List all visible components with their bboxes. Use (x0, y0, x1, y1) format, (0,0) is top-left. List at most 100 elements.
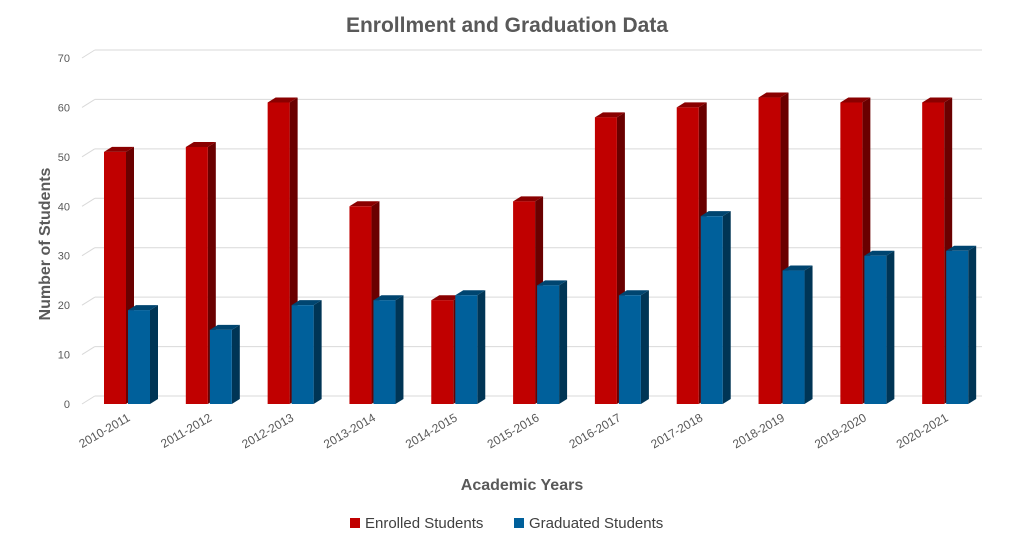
bar-front (209, 329, 232, 404)
gridline-diagonal (81, 148, 96, 158)
bar-front (513, 201, 536, 404)
bar-top (128, 305, 158, 311)
y-tick-label: 20 (58, 300, 70, 312)
x-tick-label: 2017-2018 (648, 410, 705, 451)
bar-front (267, 102, 290, 404)
bar-graduated-2019-2020 (864, 250, 895, 404)
bar-front (291, 305, 314, 404)
bar-graduated-2017-2018 (700, 211, 731, 404)
gridline-diagonal (81, 197, 96, 207)
y-tick-label: 70 (58, 53, 70, 65)
bar-graduated-2014-2015 (455, 290, 486, 404)
bar-top (373, 295, 404, 301)
x-axis-title: Academic Years (461, 477, 584, 494)
bar-graduated-2020-2021 (946, 245, 977, 404)
bar-front (104, 151, 126, 404)
bar-top (431, 295, 462, 301)
bar-front (431, 300, 454, 404)
y-tick-label: 40 (58, 201, 70, 213)
gridline-diagonal (81, 99, 96, 108)
y-tick-label: 30 (58, 251, 70, 263)
bar-front (758, 97, 781, 405)
x-tick-label: 2013-2014 (321, 410, 378, 451)
bar-front (349, 206, 372, 404)
bar-front (373, 300, 396, 404)
bar-front (676, 107, 699, 404)
bar-side (395, 295, 404, 404)
bar-front (922, 102, 945, 404)
bar-top (864, 250, 895, 256)
bar-side (150, 305, 158, 404)
bar-top (922, 97, 953, 103)
bar-top (618, 290, 649, 296)
bar-graduated-2013-2014 (373, 295, 404, 404)
bar-front (700, 216, 723, 404)
bar-side (640, 290, 649, 404)
bar-graduated-2012-2013 (291, 300, 322, 404)
bar-top (840, 97, 871, 103)
gridline-diagonal (81, 395, 96, 405)
gridline-diagonal (81, 296, 96, 306)
bar-top (676, 102, 707, 108)
bar-side (722, 211, 731, 404)
chart-title: Enrollment and Graduation Data (346, 14, 668, 37)
bar-top (782, 265, 813, 271)
x-tick-label: 2011-2012 (158, 410, 214, 451)
bar-side (231, 324, 240, 404)
legend-swatch (350, 518, 360, 528)
legend-swatch (514, 518, 524, 528)
x-tick-label: 2020-2021 (894, 410, 951, 451)
bar-top (513, 196, 544, 202)
x-tick-label: 2016-2017 (567, 410, 624, 451)
legend: Enrolled Students Graduated Students (350, 515, 663, 532)
bar-front (455, 295, 478, 404)
x-tick-label: 2018-2019 (730, 410, 787, 451)
bar-graduated-2018-2019 (782, 265, 813, 404)
bar-front (594, 117, 617, 405)
legend-label: Enrolled Students (365, 515, 483, 532)
bar-top (946, 245, 977, 251)
bar-graduated-2011-2012 (209, 324, 240, 404)
y-axis-title: Number of Students (37, 167, 54, 320)
bar-side (804, 265, 813, 404)
x-tick-label: 2012-2013 (239, 410, 296, 451)
x-tick-label: 2019-2020 (812, 410, 869, 451)
bar-top (455, 290, 486, 296)
gridline-diagonal (81, 346, 96, 355)
bar-front (840, 102, 863, 404)
y-tick-label: 60 (58, 102, 70, 114)
x-tick-label: 2015-2016 (485, 410, 542, 451)
bar-side (559, 280, 568, 404)
bar-side (477, 290, 486, 404)
bar-front (618, 295, 641, 404)
bar-graduated-2015-2016 (537, 280, 568, 404)
bar-top (209, 324, 240, 330)
bar-top (349, 201, 380, 207)
bar-graduated-2010-2011 (128, 305, 158, 404)
bar-top (758, 92, 789, 98)
bar-front (864, 255, 887, 404)
x-tick-label: 2010-2011 (76, 410, 132, 451)
gridline-diagonal (81, 49, 96, 59)
bar-top (594, 112, 625, 118)
gridline-diagonal (81, 247, 96, 257)
y-tick-label: 0 (64, 399, 70, 411)
x-tick-label: 2014-2015 (403, 410, 460, 451)
bar-front (537, 285, 560, 404)
bar-front (185, 146, 208, 404)
bar-top (291, 300, 322, 306)
bar-top (185, 141, 216, 147)
bar-side (313, 300, 322, 404)
bar-top (267, 97, 298, 103)
y-tick-label: 50 (58, 152, 70, 164)
bar-top (537, 280, 568, 286)
y-tick-label: 10 (58, 350, 70, 362)
bars (104, 92, 977, 405)
x-axis-ticks: 2010-2011 2011-2012 2012-2013 2013-2014 2014… (76, 410, 950, 451)
bar-front (946, 250, 969, 404)
bar-graduated-2016-2017 (618, 290, 649, 404)
bar-top (104, 146, 134, 152)
y-axis-ticks: 0 10 20 30 40 50 60 70 (58, 53, 70, 411)
